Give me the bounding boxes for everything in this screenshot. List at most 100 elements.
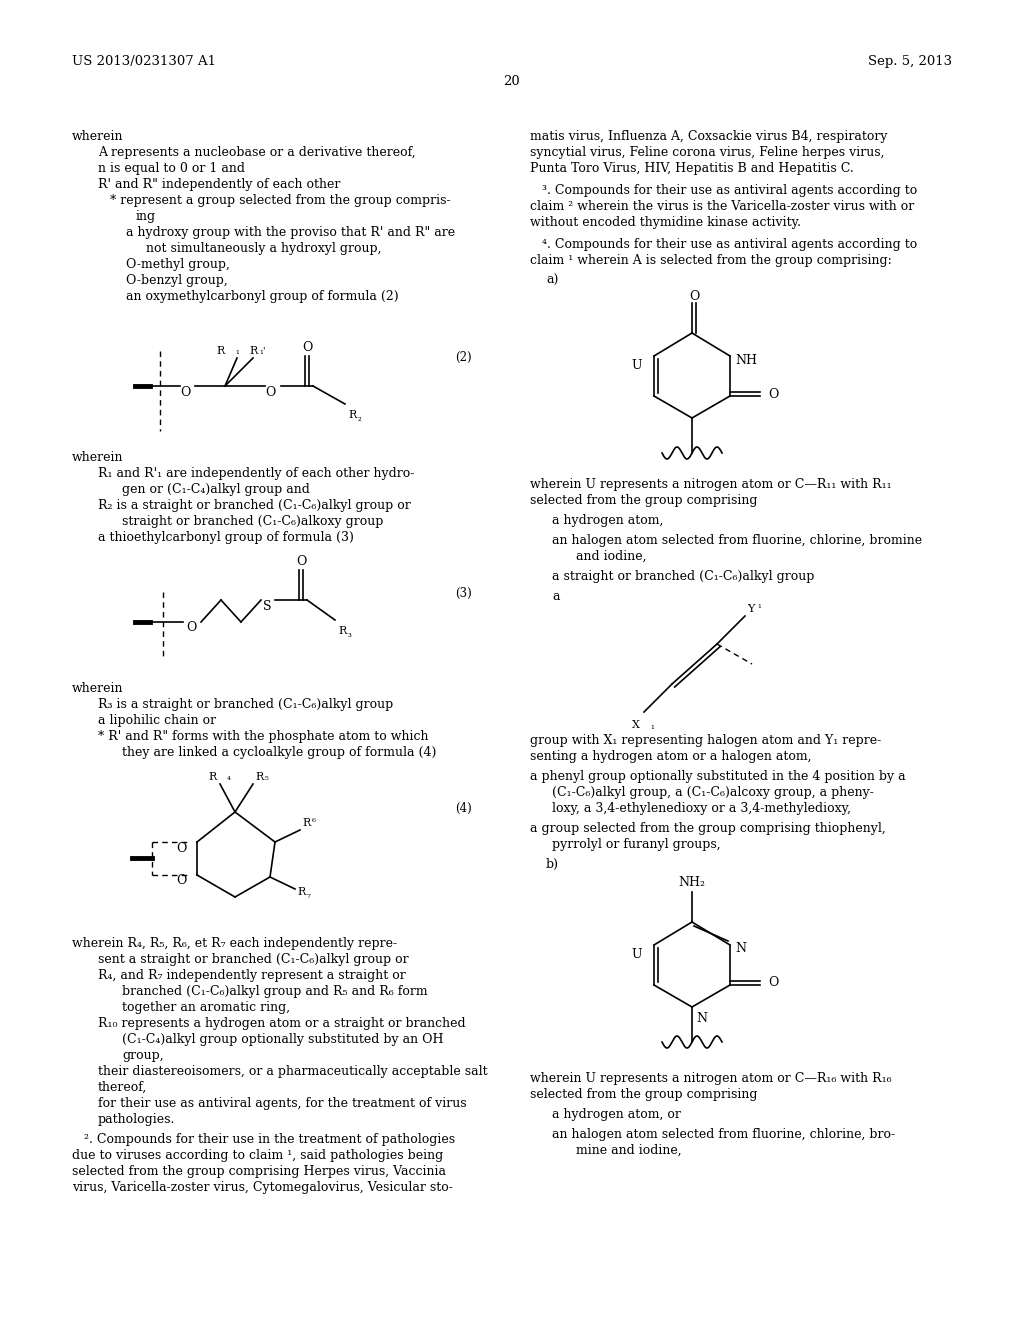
Text: senting a hydrogen atom or a halogen atom,: senting a hydrogen atom or a halogen ato… [530, 750, 811, 763]
Text: (C₁-C₆)alkyl group, a (C₁-C₆)alcoxy group, a pheny-: (C₁-C₆)alkyl group, a (C₁-C₆)alcoxy grou… [552, 785, 873, 799]
Text: claim ² wherein the virus is the Varicella-zoster virus with or: claim ² wherein the virus is the Varicel… [530, 201, 914, 213]
Text: S: S [263, 599, 271, 612]
Text: their diastereoisomers, or a pharmaceutically acceptable salt: their diastereoisomers, or a pharmaceuti… [98, 1065, 487, 1078]
Text: O: O [689, 290, 699, 304]
Text: R: R [209, 772, 217, 781]
Text: gen or (C₁-C₄)alkyl group and: gen or (C₁-C₄)alkyl group and [122, 483, 310, 496]
Text: selected from the group comprising: selected from the group comprising [530, 494, 758, 507]
Text: Y: Y [746, 605, 755, 614]
Text: without encoded thymidine kinase activity.: without encoded thymidine kinase activit… [530, 216, 801, 228]
Text: wherein R₄, R₅, R₆, et R₇ each independently repre-: wherein R₄, R₅, R₆, et R₇ each independe… [72, 937, 397, 950]
Text: 20: 20 [504, 75, 520, 88]
Text: ₁: ₁ [234, 347, 239, 356]
Text: and iodine,: and iodine, [575, 550, 646, 564]
Text: matis virus, Influenza A, Coxsackie virus B4, respiratory: matis virus, Influenza A, Coxsackie viru… [530, 129, 888, 143]
Text: a lipohilic chain or: a lipohilic chain or [98, 714, 216, 727]
Text: R₄, and R₇ independently represent a straight or: R₄, and R₇ independently represent a str… [98, 969, 406, 982]
Text: O-methyl group,: O-methyl group, [126, 257, 229, 271]
Text: a thioethylcarbonyl group of formula (3): a thioethylcarbonyl group of formula (3) [98, 531, 354, 544]
Text: ₇: ₇ [307, 891, 311, 900]
Text: for their use as antiviral agents, for the treatment of virus: for their use as antiviral agents, for t… [98, 1097, 467, 1110]
Text: wherein U represents a nitrogen atom or C—R₁₁ with R₁₁: wherein U represents a nitrogen atom or … [530, 478, 892, 491]
Text: a straight or branched (C₁-C₆)alkyl group: a straight or branched (C₁-C₆)alkyl grou… [552, 570, 814, 583]
Text: thereof,: thereof, [98, 1081, 147, 1094]
Text: virus, Varicella-zoster virus, Cytomegalovirus, Vesicular sto-: virus, Varicella-zoster virus, Cytomegal… [72, 1181, 453, 1195]
Text: branched (C₁-C₆)alkyl group and R₅ and R₆ form: branched (C₁-C₆)alkyl group and R₅ and R… [122, 985, 428, 998]
Text: NH₂: NH₂ [679, 876, 706, 888]
Text: wherein: wherein [72, 129, 124, 143]
Text: together an aromatic ring,: together an aromatic ring, [122, 1001, 290, 1014]
Text: (C₁-C₄)alkyl group optionally substituted by an OH: (C₁-C₄)alkyl group optionally substitute… [122, 1034, 443, 1045]
Text: ₄: ₄ [227, 774, 230, 781]
Text: an halogen atom selected from fluorine, chlorine, bromine: an halogen atom selected from fluorine, … [552, 535, 923, 546]
Text: they are linked a cycloalkyle group of formula (4): they are linked a cycloalkyle group of f… [122, 746, 436, 759]
Text: Sep. 5, 2013: Sep. 5, 2013 [868, 55, 952, 69]
Text: due to viruses according to claim ¹, said pathologies being: due to viruses according to claim ¹, sai… [72, 1148, 443, 1162]
Text: syncytial virus, Feline corona virus, Feline herpes virus,: syncytial virus, Feline corona virus, Fe… [530, 147, 885, 158]
Text: ₅: ₅ [265, 774, 269, 781]
Text: loxy, a 3,4-ethylenedioxy or a 3,4-methyledioxy,: loxy, a 3,4-ethylenedioxy or a 3,4-methy… [552, 803, 851, 814]
Text: (2): (2) [455, 351, 472, 364]
Text: a hydrogen atom,: a hydrogen atom, [552, 513, 664, 527]
Text: not simultaneously a hydroxyl group,: not simultaneously a hydroxyl group, [146, 242, 382, 255]
Text: a phenyl group optionally substituted in the 4 position by a: a phenyl group optionally substituted in… [530, 770, 905, 783]
Text: O: O [768, 977, 778, 990]
Text: a: a [552, 590, 559, 603]
Text: pyrrolyl or furanyl groups,: pyrrolyl or furanyl groups, [552, 838, 721, 851]
Text: ing: ing [136, 210, 156, 223]
Text: R: R [348, 411, 356, 420]
Text: Punta Toro Virus, HIV, Hepatitis B and Hepatitis C.: Punta Toro Virus, HIV, Hepatitis B and H… [530, 162, 854, 176]
Text: * represent a group selected from the group compris-: * represent a group selected from the gr… [98, 194, 451, 207]
Text: a hydroxy group with the proviso that R' and R" are: a hydroxy group with the proviso that R'… [126, 226, 455, 239]
Text: ³. Compounds for their use as antiviral agents according to: ³. Compounds for their use as antiviral … [530, 183, 918, 197]
Text: sent a straight or branched (C₁-C₆)alkyl group or: sent a straight or branched (C₁-C₆)alkyl… [98, 953, 409, 966]
Text: wherein: wherein [72, 682, 124, 696]
Text: pathologies.: pathologies. [98, 1113, 175, 1126]
Text: (4): (4) [455, 803, 472, 814]
Text: O: O [302, 341, 312, 354]
Text: * R' and R" forms with the phosphate atom to which: * R' and R" forms with the phosphate ato… [98, 730, 428, 743]
Text: wherein U represents a nitrogen atom or C—R₁₆ with R₁₆: wherein U represents a nitrogen atom or … [530, 1072, 892, 1085]
Text: claim ¹ wherein A is selected from the group comprising:: claim ¹ wherein A is selected from the g… [530, 253, 892, 267]
Text: ₃: ₃ [348, 630, 352, 639]
Text: O: O [768, 388, 778, 400]
Text: R: R [302, 818, 310, 828]
Text: (3): (3) [455, 587, 472, 601]
Text: group with X₁ representing halogen atom and Y₁ repre-: group with X₁ representing halogen atom … [530, 734, 882, 747]
Text: straight or branched (C₁-C₆)alkoxy group: straight or branched (C₁-C₆)alkoxy group [122, 515, 383, 528]
Text: R: R [217, 346, 225, 356]
Text: N: N [735, 942, 746, 956]
Text: NH: NH [735, 354, 757, 367]
Text: a group selected from the group comprising thiophenyl,: a group selected from the group comprisi… [530, 822, 886, 836]
Text: R: R [255, 772, 263, 781]
Text: R: R [249, 346, 257, 356]
Text: group,: group, [122, 1049, 164, 1063]
Text: mine and iodine,: mine and iodine, [575, 1144, 682, 1158]
Text: ₁: ₁ [650, 722, 654, 731]
Text: b): b) [546, 858, 559, 871]
Text: n is equal to 0 or 1 and: n is equal to 0 or 1 and [98, 162, 245, 176]
Text: O-benzyl group,: O-benzyl group, [126, 275, 227, 286]
Text: ₁': ₁' [259, 347, 265, 356]
Text: ₂: ₂ [358, 414, 361, 422]
Text: ₆: ₆ [312, 814, 316, 824]
Text: ₁: ₁ [757, 601, 761, 610]
Text: ². Compounds for their use in the treatment of pathologies: ². Compounds for their use in the treatm… [72, 1133, 455, 1146]
Text: an halogen atom selected from fluorine, chlorine, bro-: an halogen atom selected from fluorine, … [552, 1129, 895, 1140]
Text: R₂ is a straight or branched (C₁-C₆)alkyl group or: R₂ is a straight or branched (C₁-C₆)alky… [98, 499, 411, 512]
Text: an oxymethylcarbonyl group of formula (2): an oxymethylcarbonyl group of formula (2… [126, 290, 398, 304]
Text: R: R [297, 887, 305, 898]
Text: O: O [176, 842, 187, 854]
Text: R' and R" independently of each other: R' and R" independently of each other [98, 178, 340, 191]
Text: R: R [338, 626, 346, 636]
Text: ⁴. Compounds for their use as antiviral agents according to: ⁴. Compounds for their use as antiviral … [530, 238, 918, 251]
Text: selected from the group comprising: selected from the group comprising [530, 1088, 758, 1101]
Text: U: U [632, 359, 642, 372]
Text: selected from the group comprising Herpes virus, Vaccinia: selected from the group comprising Herpe… [72, 1166, 446, 1177]
Text: U: U [632, 949, 642, 961]
Text: R₁ and R'₁ are independently of each other hydro-: R₁ and R'₁ are independently of each oth… [98, 467, 415, 480]
Text: N: N [696, 1012, 707, 1026]
Text: O: O [296, 554, 306, 568]
Text: R₁₀ represents a hydrogen atom or a straight or branched: R₁₀ represents a hydrogen atom or a stra… [98, 1016, 466, 1030]
Text: X: X [632, 719, 640, 730]
